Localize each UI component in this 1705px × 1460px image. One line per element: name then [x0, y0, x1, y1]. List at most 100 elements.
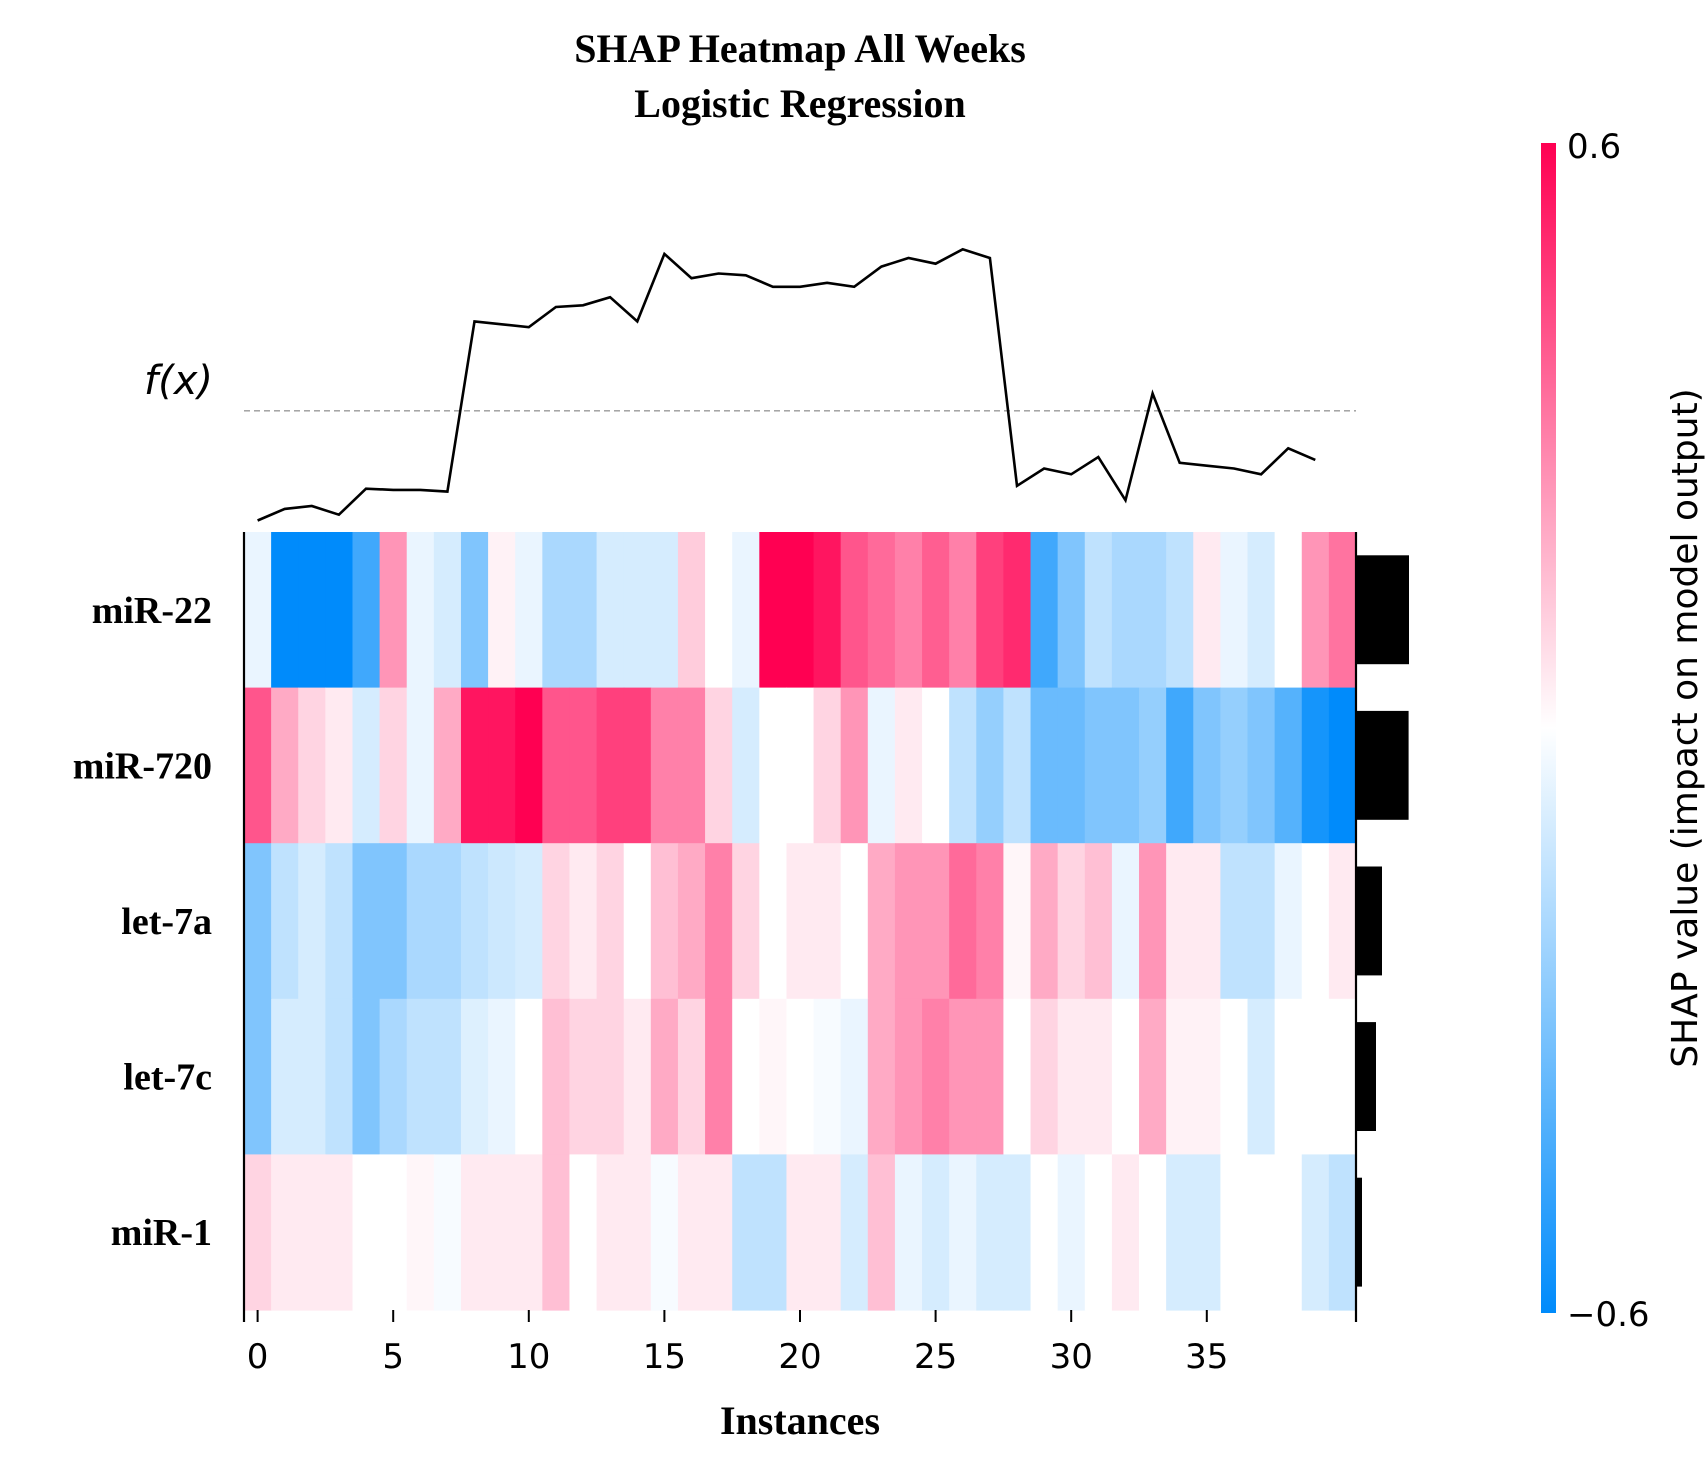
- heatmap-cell: [433, 1154, 462, 1311]
- heatmap-cell: [677, 687, 706, 844]
- heatmap-cell: [922, 843, 950, 1000]
- heatmap-cell: [1111, 532, 1140, 689]
- heatmap-cell: [515, 687, 543, 844]
- importance-bar: [1356, 555, 1409, 665]
- heatmap-cell: [488, 998, 516, 1155]
- heatmap-cell: [1057, 687, 1086, 844]
- heatmap-cell: [650, 843, 679, 1000]
- heatmap-cell: [732, 1154, 760, 1311]
- heatmap-cell: [732, 687, 760, 844]
- heatmap-cell: [352, 687, 381, 844]
- heatmap-cell: [325, 532, 354, 689]
- importance-bars: [1356, 555, 1409, 1287]
- x-tick-label: 20: [778, 1337, 821, 1377]
- heatmap-cell: [271, 687, 299, 844]
- heatmap-cell: [786, 687, 815, 844]
- x-tick-label: 0: [247, 1337, 269, 1377]
- x-tick-label: 10: [507, 1337, 550, 1377]
- heatmap-cell: [379, 687, 408, 844]
- heatmap-cell: [1003, 998, 1032, 1155]
- heatmap-cell: [1193, 998, 1221, 1155]
- heatmap-cell: [786, 1154, 815, 1311]
- heatmap-cell: [840, 1154, 869, 1311]
- heatmap-cell: [325, 1154, 354, 1311]
- heatmap-cells: [244, 532, 1357, 1311]
- heatmap-cell: [867, 687, 896, 844]
- heatmap-cell: [596, 998, 625, 1155]
- heatmap-cell: [298, 532, 326, 689]
- heatmap-cell: [786, 532, 815, 689]
- heatmap-cell: [1328, 1154, 1357, 1311]
- heatmap-cell: [732, 843, 760, 1000]
- heatmap-cell: [840, 532, 869, 689]
- x-tick-label: 25: [914, 1337, 957, 1377]
- heatmap-cell: [732, 998, 760, 1155]
- heatmap-cell: [1301, 1154, 1330, 1311]
- heatmap-cell: [1166, 998, 1194, 1155]
- colorbar: [1541, 143, 1556, 1313]
- heatmap-cell: [813, 532, 842, 689]
- heatmap-cell: [1111, 843, 1140, 1000]
- heatmap-cell: [650, 1154, 679, 1311]
- heatmap-cell: [867, 843, 896, 1000]
- heatmap-cell: [813, 1154, 842, 1311]
- heatmap-cell: [1274, 687, 1303, 844]
- heatmap-cell: [677, 843, 706, 1000]
- heatmap-cell: [460, 532, 489, 689]
- heatmap-cell: [1057, 843, 1086, 1000]
- heatmap-cell: [1166, 1154, 1194, 1311]
- heatmap-cell: [1220, 1154, 1249, 1311]
- heatmap-cell: [1193, 843, 1221, 1000]
- x-axis-ticks: 0 5 10 15 20 25 30 35: [247, 1310, 1228, 1377]
- heatmap-cell: [1193, 532, 1221, 689]
- heatmap-cell: [596, 843, 625, 1000]
- heatmap-cell: [1084, 1154, 1113, 1311]
- heatmap-cell: [650, 998, 679, 1155]
- heatmap-cell: [515, 843, 543, 1000]
- heatmap-cell: [813, 998, 842, 1155]
- heatmap-cell: [1003, 1154, 1032, 1311]
- importance-bar: [1356, 866, 1382, 976]
- heatmap-cell: [786, 843, 815, 1000]
- heatmap-cell: [1111, 1154, 1140, 1311]
- heatmap-cell: [379, 1154, 408, 1311]
- heatmap-cell: [1030, 1154, 1059, 1311]
- heatmap-cell: [1274, 843, 1303, 1000]
- heatmap-cell: [542, 687, 571, 844]
- heatmap-cell: [379, 532, 408, 689]
- heatmap-cell: [352, 843, 381, 1000]
- feature-label: miR-22: [92, 590, 212, 632]
- heatmap-cell: [352, 998, 381, 1155]
- importance-bar: [1356, 1022, 1376, 1131]
- heatmap-cell: [1301, 532, 1330, 689]
- heatmap-cell: [976, 843, 1005, 1000]
- heatmap-cell: [244, 843, 272, 1000]
- heatmap-cell: [705, 687, 733, 844]
- x-tick-label: 30: [1050, 1337, 1093, 1377]
- heatmap-cell: [1247, 1154, 1276, 1311]
- heatmap-cell: [1220, 998, 1249, 1155]
- heatmap-cell: [623, 532, 652, 689]
- heatmap-cell: [813, 843, 842, 1000]
- heatmap-cell: [1220, 532, 1249, 689]
- heatmap-cell: [705, 1154, 733, 1311]
- heatmap-cell: [271, 843, 299, 1000]
- heatmap-cell: [894, 843, 923, 1000]
- heatmap-cell: [271, 532, 299, 689]
- heatmap-cell: [1220, 843, 1249, 1000]
- heatmap-cell: [569, 1154, 598, 1311]
- heatmap-cell: [1030, 687, 1059, 844]
- heatmap-cell: [406, 1154, 435, 1311]
- heatmap-cell: [677, 532, 706, 689]
- heatmap-cell: [325, 998, 354, 1155]
- heatmap-cell: [1139, 1154, 1167, 1311]
- heatmap-cell: [1301, 843, 1330, 1000]
- heatmap-cell: [325, 687, 354, 844]
- fx-line-plot: [244, 247, 1356, 522]
- heatmap-cell: [1139, 843, 1167, 1000]
- x-axis-label: Instances: [720, 1398, 880, 1443]
- colorbar-max-label: 0.6: [1567, 127, 1621, 167]
- heatmap-cell: [1111, 687, 1140, 844]
- importance-bar: [1356, 710, 1409, 820]
- heatmap-cell: [542, 998, 571, 1155]
